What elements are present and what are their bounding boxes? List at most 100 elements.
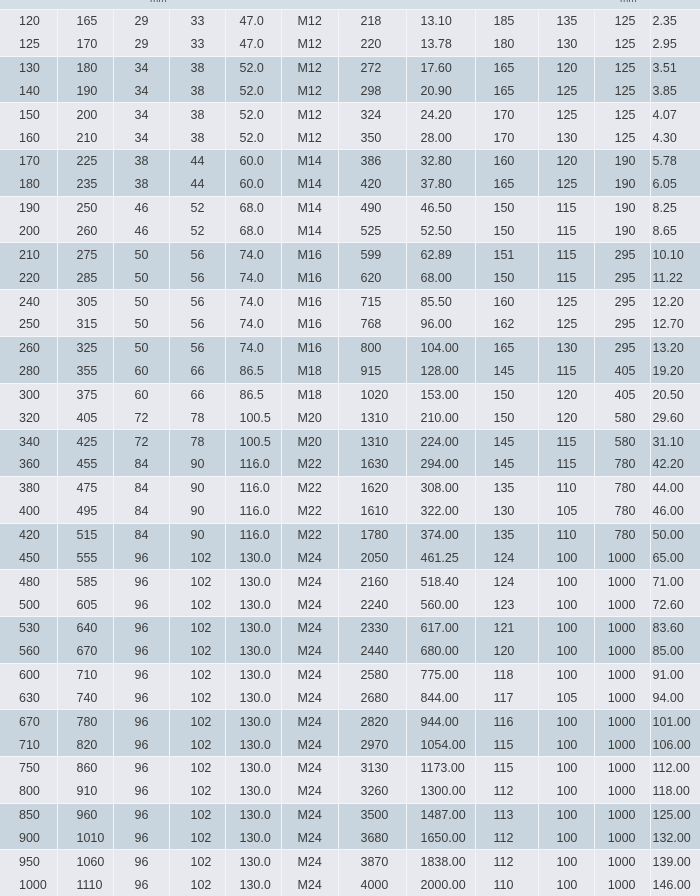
table-cell: 102 — [169, 639, 226, 664]
table-cell: 130 — [0, 55, 58, 80]
table-header: mm mm — [0, 0, 700, 9]
table-cell: 33 — [169, 32, 226, 57]
table-cell: 1000 — [594, 593, 651, 617]
table-cell: 260 — [0, 335, 58, 360]
table-cell: 1000 — [0, 873, 58, 896]
table-cell: 425 — [57, 429, 114, 454]
table-cell: 102 — [169, 546, 226, 570]
table-cell: 38 — [169, 102, 226, 127]
table-cell: 130.0 — [225, 826, 282, 850]
table-cell: 2.35 — [650, 8, 700, 33]
table-cell: 480 — [0, 569, 58, 594]
table-cell: 210 — [0, 242, 58, 267]
table-cell: 102 — [169, 755, 226, 780]
table-cell: 100.5 — [225, 406, 282, 430]
table-cell: 10.10 — [650, 242, 700, 267]
table-cell: 350 — [338, 126, 407, 150]
table-cell: 123 — [475, 593, 539, 617]
table-cell: M12 — [281, 8, 339, 33]
table-cell: 60 — [113, 382, 170, 407]
table-cell: 450 — [0, 546, 58, 570]
table-cell: 130.0 — [225, 569, 282, 594]
table-cell: 125 — [594, 79, 651, 103]
table-cell: 130.0 — [225, 662, 282, 687]
table-cell: 240 — [0, 289, 58, 313]
table-row: 850 960 96 102 130.0 M24 3500 1487.00 113 100 1000… — [0, 802, 700, 827]
table-cell: 3870 — [338, 849, 407, 874]
table-cell: 125 — [538, 79, 595, 103]
table-cell: 780 — [594, 499, 651, 524]
table-cell: 90 — [169, 475, 226, 500]
table-cell: 220 — [338, 32, 407, 57]
table-cell: 125 — [538, 172, 595, 197]
table-cell: 96 — [113, 639, 170, 664]
table-cell: 96 — [113, 709, 170, 734]
table-cell: 180 — [475, 32, 539, 57]
table-cell: 71.00 — [650, 569, 700, 594]
table-cell: 850 — [0, 802, 58, 827]
table-cell: 775.00 — [406, 662, 476, 687]
table-cell: 1838.00 — [406, 849, 476, 874]
table-cell: 100 — [538, 849, 595, 874]
unit-label-mm-right: mm — [620, 0, 637, 5]
table-cell: 91.00 — [650, 662, 700, 687]
table-cell: M16 — [281, 289, 339, 313]
table-row: 950 1060 96 102 130.0 M24 3870 1838.00 112 100 100… — [0, 849, 700, 874]
table-cell: 1010 — [57, 826, 114, 850]
table-cell: 96 — [113, 662, 170, 687]
table-cell: 116.0 — [225, 522, 282, 547]
table-cell: 118 — [475, 662, 539, 687]
table-cell: 1000 — [594, 615, 651, 640]
table-cell: M24 — [281, 546, 339, 570]
table-cell: 324 — [338, 102, 407, 127]
table-cell: 3500 — [338, 802, 407, 827]
table-cell: 52.0 — [225, 55, 282, 80]
table-cell: 118.00 — [650, 779, 700, 804]
table-cell: 298 — [338, 79, 407, 103]
table-cell: 90 — [169, 522, 226, 547]
table-cell: 630 — [0, 686, 58, 710]
table-cell: 125 — [0, 32, 58, 57]
table-cell: 210.00 — [406, 406, 476, 430]
table-cell: M24 — [281, 709, 339, 734]
table-cell: 190 — [57, 79, 114, 103]
table-cell: 224.00 — [406, 429, 476, 454]
table-row: 750 860 96 102 130.0 M24 3130 1173.00 115 100 1000… — [0, 755, 700, 780]
unit-label-mm: mm — [150, 0, 167, 5]
table-cell: 96 — [113, 873, 170, 896]
table-cell: 20.90 — [406, 79, 476, 103]
table-cell: 530 — [0, 615, 58, 640]
table-cell: 295 — [594, 266, 651, 290]
table-cell: 28.00 — [406, 126, 476, 150]
table-cell: 65.00 — [650, 546, 700, 570]
table-cell: 66 — [169, 359, 226, 383]
table-cell: 100 — [538, 755, 595, 780]
table-cell: 250 — [57, 195, 114, 220]
table-cell: M24 — [281, 733, 339, 757]
table-cell: 66 — [169, 382, 226, 407]
table-cell: 130.0 — [225, 733, 282, 757]
table-cell: 130.0 — [225, 779, 282, 804]
table-cell: 780 — [57, 709, 114, 734]
table-cell: 60.0 — [225, 172, 282, 197]
table-cell: 56 — [169, 335, 226, 360]
table-cell: 320 — [0, 406, 58, 430]
table-cell: 38 — [169, 126, 226, 150]
table-cell: 74.0 — [225, 266, 282, 290]
table-cell: 2.95 — [650, 32, 700, 57]
table-cell: 600 — [0, 662, 58, 687]
table-cell: 68.0 — [225, 195, 282, 220]
table-cell: 1000 — [594, 733, 651, 757]
table-cell: 100 — [538, 802, 595, 827]
table-cell: 640 — [57, 615, 114, 640]
table-cell: 29.60 — [650, 406, 700, 430]
table-cell: 165 — [475, 79, 539, 103]
table-cell: 295 — [594, 312, 651, 337]
table-cell: 515 — [57, 522, 114, 547]
table-cell: 50 — [113, 289, 170, 313]
table-cell: 1310 — [338, 406, 407, 430]
table-cell: 74.0 — [225, 289, 282, 313]
table-row: 170 225 38 44 60.0 M14 386 32.80 160 120 190 5.78 — [0, 149, 700, 173]
table-cell: 495 — [57, 499, 114, 524]
table-cell: 74.0 — [225, 335, 282, 360]
